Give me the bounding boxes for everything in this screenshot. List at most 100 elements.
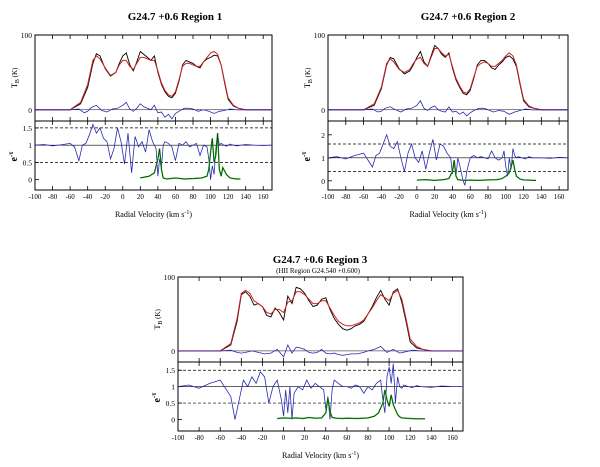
y-tick-label: 0	[28, 106, 32, 115]
plot-area: -100 -80 -60 -40 -20 0 20 40 60 80 100 120 140 160010…	[7, 31, 273, 219]
plot-area: -100 -80 -60 -40 -20 0 20 40 60 80 100 120 140 160010…	[300, 31, 569, 219]
x-tick-label: -80	[194, 434, 204, 442]
x-label-main: Radial Velocity (km s	[115, 210, 184, 219]
panel-subtitle: (HII Region G24.540 +0.600)	[276, 267, 361, 275]
x-tick-label: 100	[384, 434, 395, 442]
panel-region-1: G24.7 +0.6 Region 1 -100 -80 -60 -40 -20 0 20 4…	[7, 11, 273, 219]
x-tick-label: 0	[121, 193, 125, 201]
x-tick-label: -20	[258, 434, 268, 442]
x-tick-label: -40	[237, 434, 247, 442]
y-tick-label: 1.5	[23, 124, 33, 133]
x-axis-label: Radial Velocity (km s-1)	[282, 451, 359, 460]
y-label-sub: B	[15, 79, 21, 83]
x-tick-label: 40	[449, 193, 457, 201]
x-tick-label: 80	[190, 193, 198, 201]
x-label-main: Radial Velocity (km s	[282, 451, 351, 460]
y-tick-label: 1.5	[166, 366, 176, 375]
x-tick-label: -100	[29, 193, 42, 201]
x-tick-label: -80	[48, 193, 58, 201]
series-absorption-line	[34, 123, 273, 180]
bottom-panel-frame	[34, 120, 273, 191]
x-tick-label: 140	[426, 434, 437, 442]
x-tick-label: 120	[223, 193, 234, 201]
x-axis-label: Radial Velocity (km s-1)	[115, 210, 192, 219]
series-residual-line	[178, 343, 463, 358]
x-tick-label: 20	[137, 193, 145, 201]
x-label-main: Radial Velocity (km s	[409, 210, 478, 219]
y-tick-label: 0	[171, 347, 175, 356]
x-tick-label: -20	[394, 193, 404, 201]
x-tick-label: 100	[205, 193, 216, 201]
series-fit-line	[277, 389, 425, 420]
x-label-sup: -1	[479, 210, 484, 216]
x-tick-label: 100	[501, 193, 512, 201]
panel-title: G24.7 +0.6 Region 2	[421, 11, 516, 23]
y-axis-label-bottom: e-τ	[7, 151, 20, 162]
series-model-line	[178, 289, 463, 352]
y-label-main: T	[10, 83, 19, 88]
series-residual-line	[328, 100, 568, 117]
x-tick-label: -40	[377, 193, 387, 201]
series-fit-outline	[140, 133, 241, 180]
x-tick-label: 0	[282, 434, 286, 442]
y-axis-label-top: TB (K)	[303, 67, 314, 88]
x-label-end: )	[484, 210, 487, 219]
y-tick-label: 0	[321, 177, 325, 186]
panel-region-2: G24.7 +0.6 Region 2 -100 -80 -60 -40 -20 0 20 4…	[300, 11, 569, 219]
x-tick-label: -60	[216, 434, 226, 442]
y-label-unit: (K)	[11, 67, 19, 79]
y-tick-label: 1	[28, 141, 32, 150]
series-absorption-line	[327, 133, 569, 186]
y-tick-label: 1	[171, 383, 175, 392]
y-tick-label: 100	[314, 31, 326, 40]
x-tick-label: -60	[359, 193, 369, 201]
x-tick-label: 60	[467, 193, 475, 201]
y-label-sub: B	[308, 79, 314, 83]
x-tick-label: 40	[322, 434, 330, 442]
series-fit-outline	[416, 160, 536, 181]
x-tick-label: -100	[172, 434, 185, 442]
x-tick-label: 20	[301, 434, 309, 442]
y-label-main: e	[9, 157, 20, 162]
bottom-panel-frame	[177, 361, 464, 432]
y-label-main: e	[152, 398, 163, 403]
y-axis-label-top: TB (K)	[10, 67, 21, 88]
x-tick-label: 120	[405, 434, 416, 442]
series-observed-line	[178, 286, 463, 352]
y-tick-label: 0	[171, 416, 175, 425]
top-panel-frame	[34, 34, 273, 122]
panel-title: G24.7 +0.6 Region 3	[273, 254, 368, 266]
x-tick-label: -100	[322, 193, 335, 201]
x-tick-label: 0	[415, 193, 419, 201]
y-label-sup: -τ	[300, 151, 308, 157]
panel-region-3: G24.7 +0.6 Region 3 (HII Region G24.540 …	[150, 254, 464, 460]
x-tick-label: 60	[343, 434, 351, 442]
x-tick-label: -40	[83, 193, 93, 201]
x-axis-label: Radial Velocity (km s-1)	[409, 210, 486, 219]
series-fit-outline	[277, 389, 425, 420]
y-label-unit: (K)	[154, 308, 162, 320]
series-model-line	[328, 48, 568, 111]
x-tick-label: 20	[431, 193, 439, 201]
y-label-sub: B	[158, 321, 164, 325]
x-tick-label: -60	[65, 193, 75, 201]
x-tick-label: 140	[536, 193, 547, 201]
x-tick-label: -80	[341, 193, 351, 201]
plot-area: -100 -80 -60 -40 -20 0 20 40 60 80 100 120 140 160010…	[150, 273, 464, 460]
series-residual-line	[35, 101, 272, 120]
x-tick-label: 140	[240, 193, 251, 201]
y-tick-label: 0	[28, 176, 32, 185]
x-tick-label: 80	[365, 434, 373, 442]
y-label-sup: -τ	[150, 392, 158, 398]
y-axis-label-top: TB (K)	[153, 308, 164, 329]
y-tick-label: 0.5	[166, 399, 176, 408]
y-label-main: T	[153, 325, 162, 330]
y-label-main: T	[303, 83, 312, 88]
bottom-panel-frame	[327, 120, 569, 191]
x-tick-label: 60	[172, 193, 180, 201]
series-model-line	[35, 50, 272, 111]
y-label-sup: -τ	[7, 151, 15, 157]
y-label-main: e	[302, 157, 313, 162]
y-tick-label: 100	[164, 273, 176, 282]
